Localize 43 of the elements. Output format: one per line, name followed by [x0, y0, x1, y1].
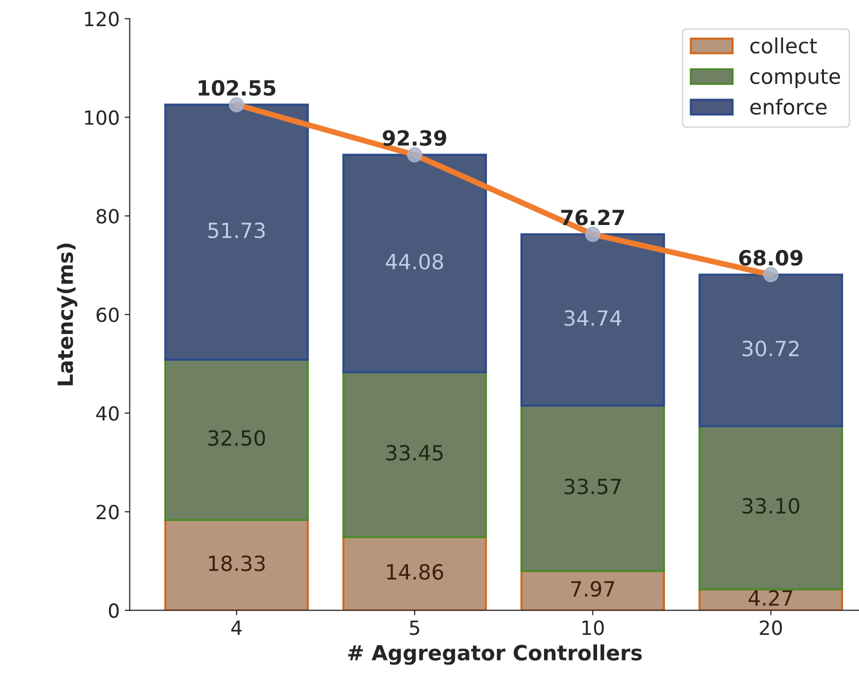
bar — [520, 570, 666, 610]
y-tick-label: 60 — [96, 307, 119, 322]
legend-label: collect — [750, 37, 817, 54]
bar — [164, 518, 309, 610]
bar — [698, 274, 844, 428]
data-label: 76.27 — [561, 210, 624, 226]
y-tick-label: 80 — [96, 208, 119, 224]
x-tick-label: 5 — [410, 620, 420, 636]
data-label: 33.10 — [742, 498, 800, 514]
bar — [698, 425, 844, 590]
bar — [164, 358, 309, 522]
legend-label: enforce — [750, 98, 827, 115]
data-label: 14.86 — [387, 564, 444, 580]
data-label: 92.39 — [382, 130, 446, 146]
legend-label: compute — [750, 69, 840, 88]
data-label: 33.57 — [564, 478, 621, 494]
bar — [520, 233, 666, 407]
data-label: 4.27 — [748, 590, 792, 606]
data-label: 34.74 — [564, 310, 622, 326]
x-tick-label: 10 — [582, 620, 604, 636]
bar — [342, 154, 487, 374]
y-tick-label: 40 — [96, 406, 119, 421]
y-tick-label: 120 — [85, 12, 119, 26]
data-label: 44.08 — [386, 254, 444, 270]
data-label: 51.73 — [208, 222, 265, 238]
data-label: 32.50 — [208, 430, 265, 446]
x-axis-title: # Aggregator Controllers — [348, 644, 642, 665]
bar — [342, 371, 487, 538]
bar — [520, 404, 666, 572]
data-label: 68.09 — [739, 250, 802, 266]
y-tick-label: 0 — [108, 603, 119, 618]
data-label: 33.45 — [386, 444, 443, 461]
bar — [164, 104, 309, 361]
data-label: 30.72 — [742, 340, 799, 356]
y-tick-label: 100 — [85, 110, 119, 125]
bar — [342, 536, 487, 610]
x-tick-label: 20 — [760, 620, 782, 636]
x-tick-label: 4 — [231, 620, 242, 635]
data-label: 102.55 — [198, 80, 276, 96]
y-tick-label: 20 — [96, 504, 119, 520]
y-axis-title: Latency(ms) — [57, 244, 78, 386]
data-label: 18.33 — [209, 555, 265, 572]
data-label: 7.97 — [571, 580, 614, 597]
